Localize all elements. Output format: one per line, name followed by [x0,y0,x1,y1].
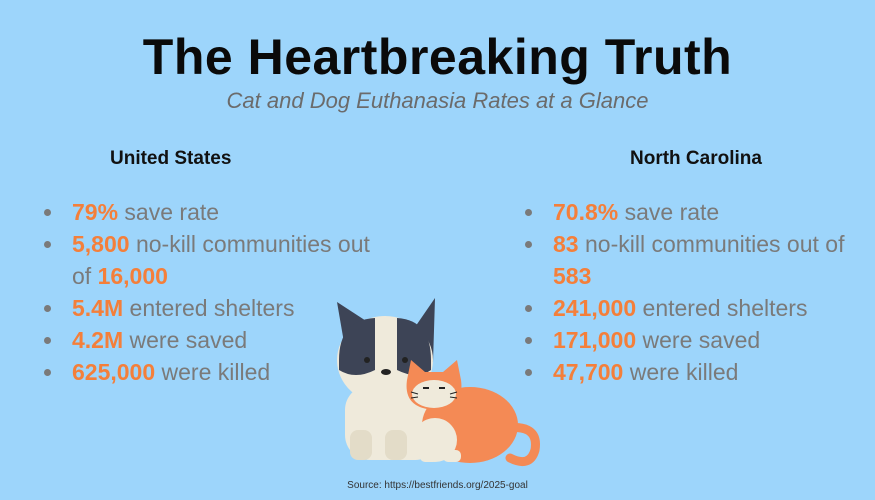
stat-number: 70.8% [553,199,619,225]
stat-item: 70.8% save rate [525,196,853,228]
stat-item: 79% save rate [44,196,372,228]
stat-list: 70.8% save rate 83 no-kill communities ou… [521,196,853,388]
stat-text: save rate [118,199,220,225]
stat-number: 241,000 [553,295,637,321]
stat-item: 83 no-kill communities out of 583 [525,228,853,292]
column-heading: North Carolina [630,148,762,169]
stat-item: 5,800 no-kill communities out of 16,000 [44,228,372,292]
dog-and-cat-illustration [337,298,540,467]
stat-item: 625,000 were killed [44,356,372,388]
stat-number: 83 [553,231,579,257]
stat-item: 47,700 were killed [525,356,853,388]
stat-item: 241,000 entered shelters [525,292,853,324]
stat-text: were saved [123,327,248,353]
subtitle: Cat and Dog Euthanasia Rates at a Glance [226,88,649,113]
stat-text: were killed [623,359,739,385]
stat-list: 79% save rate 5,800 no-kill communities o… [40,196,372,388]
stat-number: 5,800 [72,231,130,257]
stat-text: no-kill communities out of [578,231,845,257]
stat-text: were saved [636,327,761,353]
stat-number: 79% [72,199,119,225]
stat-number: 47,700 [553,359,624,385]
stat-item: 5.4M entered shelters [44,292,372,324]
stat-text: entered shelters [636,295,808,321]
stat-item: 4.2M were saved [44,324,372,356]
stat-text: save rate [618,199,720,225]
source: Source: https://bestfriends.org/2025-goa… [347,480,528,491]
stat-number: 4.2M [72,327,124,353]
title: The Heartbreaking Truth [142,29,733,85]
stat-item: 171,000 were saved [525,324,853,356]
stat-number: 5.4M [72,295,124,321]
stat-text: no-kill communities out of [72,231,370,289]
stat-number: 16,000 [97,263,168,289]
stat-number: 625,000 [72,359,156,385]
stat-number: 171,000 [553,327,637,353]
column-heading: United States [110,148,232,169]
stat-text: were killed [155,359,271,385]
stat-text: entered shelters [123,295,295,321]
stat-number: 583 [553,263,592,289]
